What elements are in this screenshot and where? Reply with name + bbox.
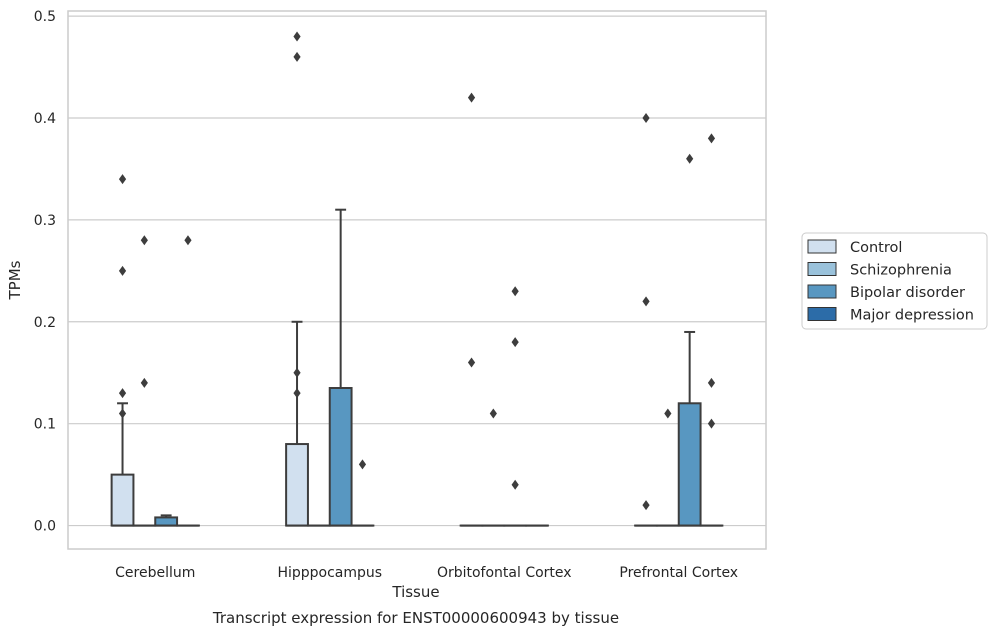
outlier-point bbox=[467, 357, 476, 368]
chart-marks bbox=[110, 31, 724, 527]
y-tick-label: 0.0 bbox=[34, 519, 56, 535]
box-bipolar-disorder bbox=[328, 208, 353, 527]
box-body bbox=[677, 402, 702, 527]
plot-frame bbox=[67, 10, 767, 550]
outlier-point bbox=[686, 153, 694, 164]
box-body bbox=[154, 516, 179, 527]
box-body bbox=[328, 387, 353, 527]
outlier-point bbox=[511, 337, 519, 348]
plot-background bbox=[68, 11, 766, 549]
box-body bbox=[110, 473, 135, 527]
outlier-point bbox=[664, 408, 672, 419]
box-control bbox=[285, 31, 309, 527]
y-tick-label: 0.2 bbox=[34, 315, 56, 331]
box-schizophrenia bbox=[132, 235, 157, 527]
outlier-point bbox=[642, 296, 650, 307]
outlier-point bbox=[118, 388, 127, 399]
legend-swatch bbox=[807, 262, 837, 276]
legend-swatch bbox=[807, 284, 837, 299]
legend-label: Major depression bbox=[850, 308, 974, 324]
x-axis-title: Tissue bbox=[391, 583, 439, 601]
outlier-point bbox=[293, 31, 301, 42]
y-tick-labels: 0.0 0.1 0.2 0.3 0.4 0.5 bbox=[34, 9, 56, 534]
outlier-point bbox=[118, 174, 127, 185]
x-tick-label: Cerebellum bbox=[115, 565, 195, 581]
x-tick-label: Hipppocampus bbox=[277, 565, 382, 581]
outlier-point bbox=[489, 408, 497, 419]
outlier-point bbox=[707, 377, 716, 388]
box-bipolar-disorder bbox=[154, 514, 179, 527]
outlier-point bbox=[707, 133, 716, 144]
outlier-point bbox=[642, 112, 650, 123]
legend-frame bbox=[801, 232, 988, 330]
y-axis-title: TPMs bbox=[6, 260, 24, 300]
box-bipolar-disorder bbox=[503, 286, 528, 527]
outlier-point bbox=[467, 92, 476, 103]
outlier-point bbox=[293, 51, 301, 62]
outlier-point bbox=[140, 235, 148, 246]
outlier-point bbox=[511, 286, 519, 297]
box-control bbox=[634, 112, 658, 527]
y-tick-label: 0.5 bbox=[34, 9, 56, 25]
chart-title: Transcript expression for ENST0000060094… bbox=[212, 609, 619, 627]
y-tick-label: 0.4 bbox=[34, 111, 56, 127]
outlier-point bbox=[293, 367, 301, 378]
x-tick-labels: Cerebellum Hipppocampus Orbitofontal Corte… bbox=[115, 565, 738, 581]
outlier-point bbox=[707, 418, 716, 429]
outlier-point bbox=[293, 388, 301, 399]
box-major-depression bbox=[176, 235, 200, 527]
outlier-point bbox=[642, 500, 650, 511]
box-body bbox=[285, 443, 309, 527]
y-tick-label: 0.1 bbox=[34, 417, 56, 433]
box-major-depression bbox=[699, 133, 724, 527]
box-control bbox=[110, 174, 135, 527]
legend: Control Schizophrenia Bipolar disorder Majo… bbox=[801, 232, 988, 330]
box-major-depression bbox=[350, 459, 375, 527]
legend-swatch bbox=[807, 239, 837, 254]
outlier-point bbox=[118, 265, 127, 276]
x-tick-label: Prefrontal Cortex bbox=[619, 565, 738, 581]
legend-swatch bbox=[807, 307, 837, 321]
legend-label: Bipolar disorder bbox=[850, 285, 965, 301]
outlier-point bbox=[358, 459, 367, 470]
outlier-point bbox=[184, 235, 192, 246]
outlier-point bbox=[140, 377, 148, 388]
box-bipolar-disorder bbox=[677, 153, 702, 527]
legend-label: Control bbox=[850, 240, 902, 256]
x-tick-label: Orbitofontal Cortex bbox=[437, 565, 572, 581]
outlier-point bbox=[118, 408, 127, 419]
legend-label: Schizophrenia bbox=[850, 263, 952, 279]
outlier-point bbox=[511, 479, 519, 490]
y-tick-label: 0.3 bbox=[34, 213, 56, 229]
